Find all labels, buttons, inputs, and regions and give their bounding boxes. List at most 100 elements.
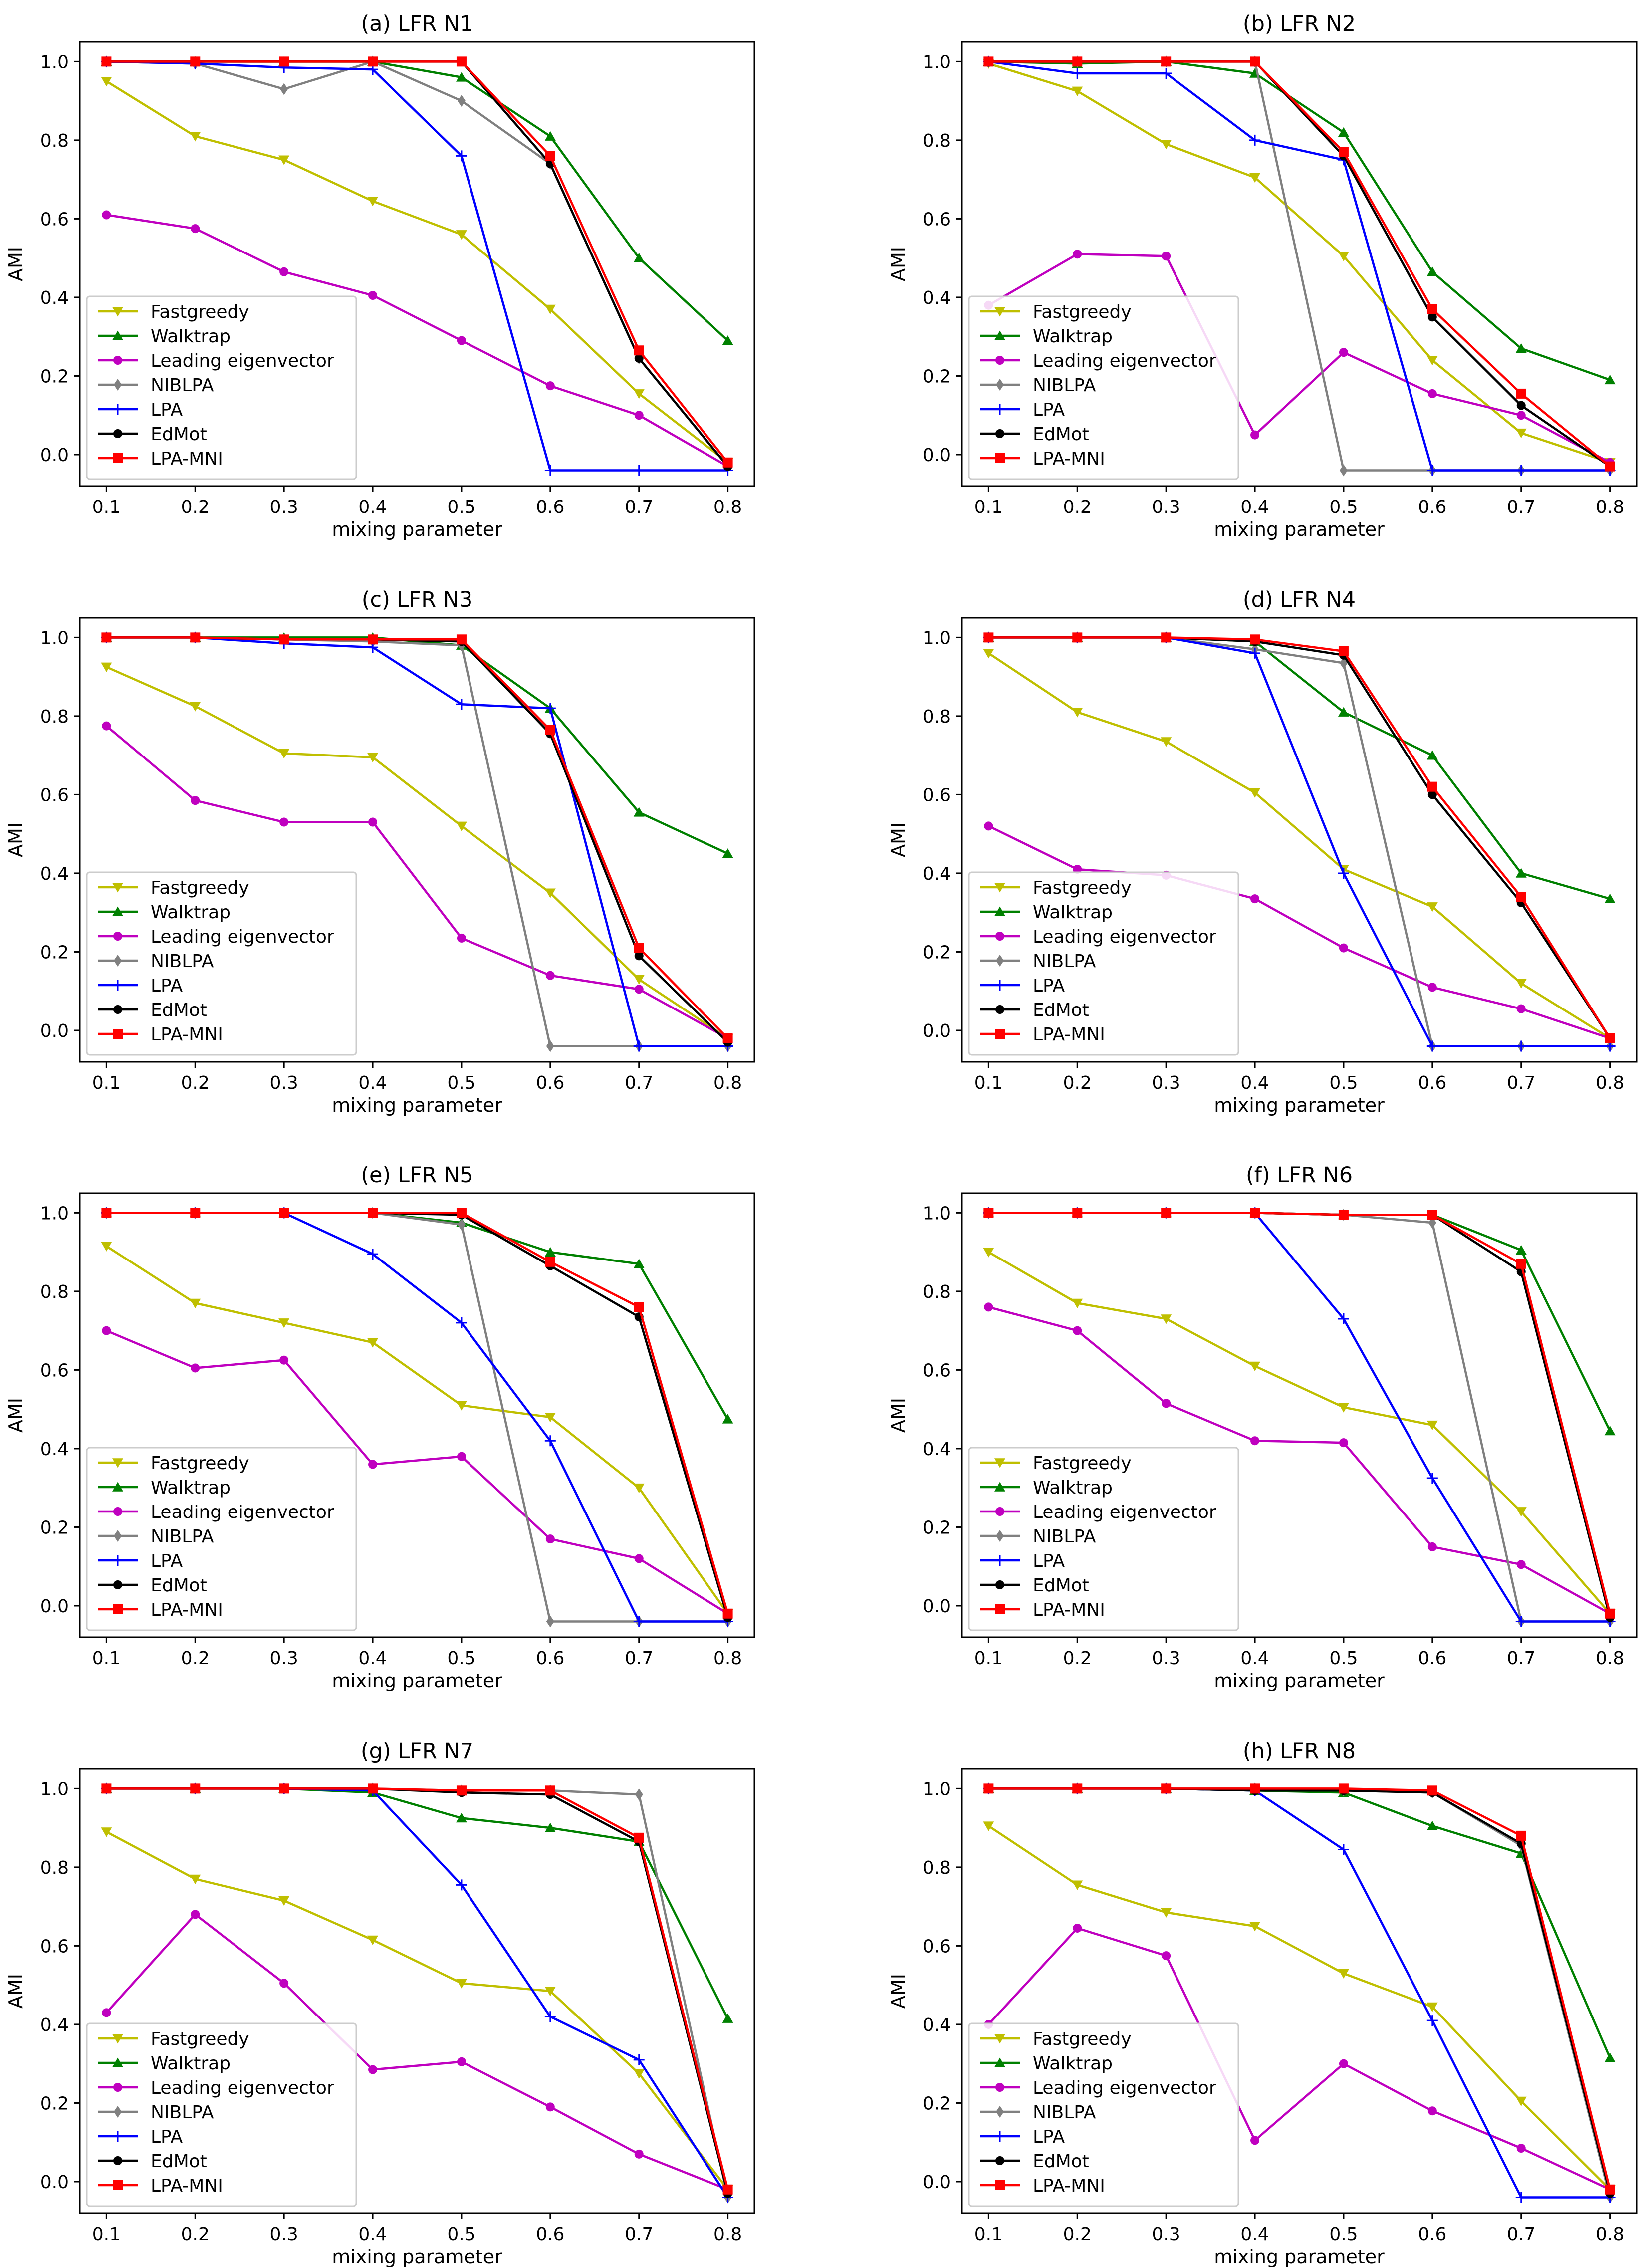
series-line-leading-eigenvector bbox=[988, 1306, 1611, 1615]
data-point bbox=[1515, 1616, 1527, 1627]
legend-marker bbox=[112, 2034, 123, 2044]
legend-label: LPA-MNI bbox=[151, 2176, 223, 2196]
x-tick-label: 0.4 bbox=[1240, 2224, 1269, 2245]
legend-label: Leading eigenvector bbox=[151, 351, 334, 371]
data-point bbox=[1427, 389, 1437, 398]
y-tick-label: 0.8 bbox=[923, 707, 951, 727]
y-tick-label: 0.0 bbox=[923, 445, 951, 466]
data-point bbox=[101, 662, 112, 672]
legend-entry-edmot: EdMot bbox=[980, 424, 1089, 445]
series-line-lpa bbox=[988, 60, 1610, 472]
legend-marker bbox=[995, 1580, 1004, 1589]
data-point bbox=[456, 1813, 467, 1823]
data-point bbox=[1605, 1033, 1615, 1043]
data-point bbox=[101, 1783, 112, 1794]
legend-entry-fastgreedy: Fastgreedy bbox=[980, 302, 1132, 322]
data-point bbox=[367, 1249, 379, 1260]
x-axis-label: mixing parameter bbox=[1214, 518, 1385, 540]
legend-entry-edmot: EdMot bbox=[98, 1575, 207, 1596]
data-point bbox=[544, 1247, 556, 1257]
data-point bbox=[279, 56, 289, 67]
y-tick-label: 0.2 bbox=[923, 942, 951, 963]
data-point bbox=[1073, 1326, 1082, 1335]
data-point bbox=[456, 821, 467, 831]
data-point bbox=[544, 888, 556, 898]
series-line-lpa-mni bbox=[988, 1212, 1611, 1614]
legend-box bbox=[968, 871, 1239, 1056]
data-point bbox=[456, 1317, 467, 1328]
data-point bbox=[1161, 1314, 1172, 1324]
data-point bbox=[457, 2057, 466, 2066]
legend-label: Walktrap bbox=[151, 902, 231, 923]
data-point bbox=[191, 1910, 200, 1919]
legend-label: Walktrap bbox=[151, 2053, 231, 2074]
data-point bbox=[1072, 1880, 1083, 1890]
x-tick-label: 0.8 bbox=[1596, 1648, 1624, 1669]
legend-entry-leading-eigenvector: Leading eigenvector bbox=[980, 2078, 1216, 2098]
legend-marker bbox=[994, 883, 1005, 893]
y-axis-label: AMI bbox=[5, 1974, 27, 2009]
x-tick-label: 0.8 bbox=[713, 497, 742, 517]
data-point bbox=[1515, 1040, 1527, 1052]
legend-marker bbox=[112, 1482, 123, 1492]
data-point bbox=[544, 1435, 556, 1447]
y-tick-label: 0.4 bbox=[40, 288, 69, 308]
legend-entry-fastgreedy: Fastgreedy bbox=[98, 878, 249, 898]
legend-marker bbox=[994, 404, 1005, 415]
data-point bbox=[1338, 127, 1349, 137]
x-tick-label: 0.1 bbox=[92, 1073, 121, 1093]
data-point bbox=[1427, 312, 1437, 322]
y-tick-label: 1.0 bbox=[40, 52, 69, 72]
legend-label: Leading eigenvector bbox=[1033, 2078, 1216, 2098]
legend-label: EdMot bbox=[1033, 1575, 1089, 1596]
legend-label: NIBLPA bbox=[151, 951, 214, 972]
data-point bbox=[278, 749, 290, 759]
plot-area bbox=[983, 631, 1616, 1052]
data-point bbox=[983, 56, 994, 67]
legend: Fastgreedy Walktrap Leading eigenvector NIB… bbox=[968, 295, 1239, 480]
x-axis-label: mixing parameter bbox=[1214, 1094, 1385, 1116]
data-point bbox=[634, 985, 644, 994]
legend-marker bbox=[994, 330, 1005, 340]
legend-entry-lpa-mni: LPA-MNI bbox=[980, 449, 1105, 469]
data-point bbox=[545, 151, 555, 161]
panel-e-lfr-n5: (e) LFR N5 0.1 0.2 0.3 0.4 0.5 0.6 0.7 0.8 0.0 0.2… bbox=[5, 1163, 755, 1692]
data-point bbox=[983, 1821, 994, 1831]
legend-entry-edmot: EdMot bbox=[980, 1000, 1089, 1020]
y-tick-label: 1.0 bbox=[923, 52, 951, 72]
y-axis-label: AMI bbox=[887, 822, 909, 857]
series-line-lpa-mni bbox=[988, 1787, 1611, 2190]
data-point bbox=[456, 634, 467, 645]
data-point bbox=[1072, 632, 1083, 643]
x-axis-label: mixing parameter bbox=[332, 1670, 502, 1692]
legend-marker bbox=[113, 2156, 122, 2165]
y-tick-label: 0.6 bbox=[40, 1936, 69, 1957]
y-tick-label: 0.8 bbox=[923, 131, 951, 151]
data-point bbox=[1426, 2015, 1438, 2026]
axes-frame bbox=[961, 41, 1638, 487]
data-point bbox=[1426, 1420, 1438, 1431]
data-point bbox=[278, 1318, 290, 1328]
data-point bbox=[546, 1615, 554, 1628]
data-point bbox=[633, 1040, 645, 1052]
series-walktrap bbox=[101, 632, 733, 858]
data-point bbox=[1249, 134, 1261, 146]
y-tick-label: 0.6 bbox=[923, 785, 951, 805]
data-point bbox=[190, 1298, 201, 1308]
legend-label: Leading eigenvector bbox=[151, 2078, 334, 2098]
data-point bbox=[545, 1257, 555, 1267]
legend-marker bbox=[113, 2083, 122, 2092]
data-point bbox=[1516, 1259, 1526, 1269]
data-point bbox=[190, 1783, 201, 1794]
panel-f-lfr-n6: (f) LFR N6 0.1 0.2 0.3 0.4 0.5 0.6 0.7 0.8 0.0 0.2… bbox=[887, 1163, 1638, 1692]
data-point bbox=[1604, 1426, 1616, 1436]
x-tick-label: 0.1 bbox=[974, 497, 1003, 517]
data-point bbox=[633, 2054, 645, 2065]
series-line-walktrap bbox=[988, 1787, 1611, 2058]
y-tick-label: 0.0 bbox=[40, 445, 69, 466]
y-axis-label: AMI bbox=[887, 1398, 909, 1433]
data-point bbox=[102, 210, 111, 220]
x-tick-label: 0.2 bbox=[181, 2224, 210, 2245]
legend-entry-niblpa: NIBLPA bbox=[98, 951, 214, 972]
x-tick-label: 0.1 bbox=[974, 2224, 1003, 2245]
